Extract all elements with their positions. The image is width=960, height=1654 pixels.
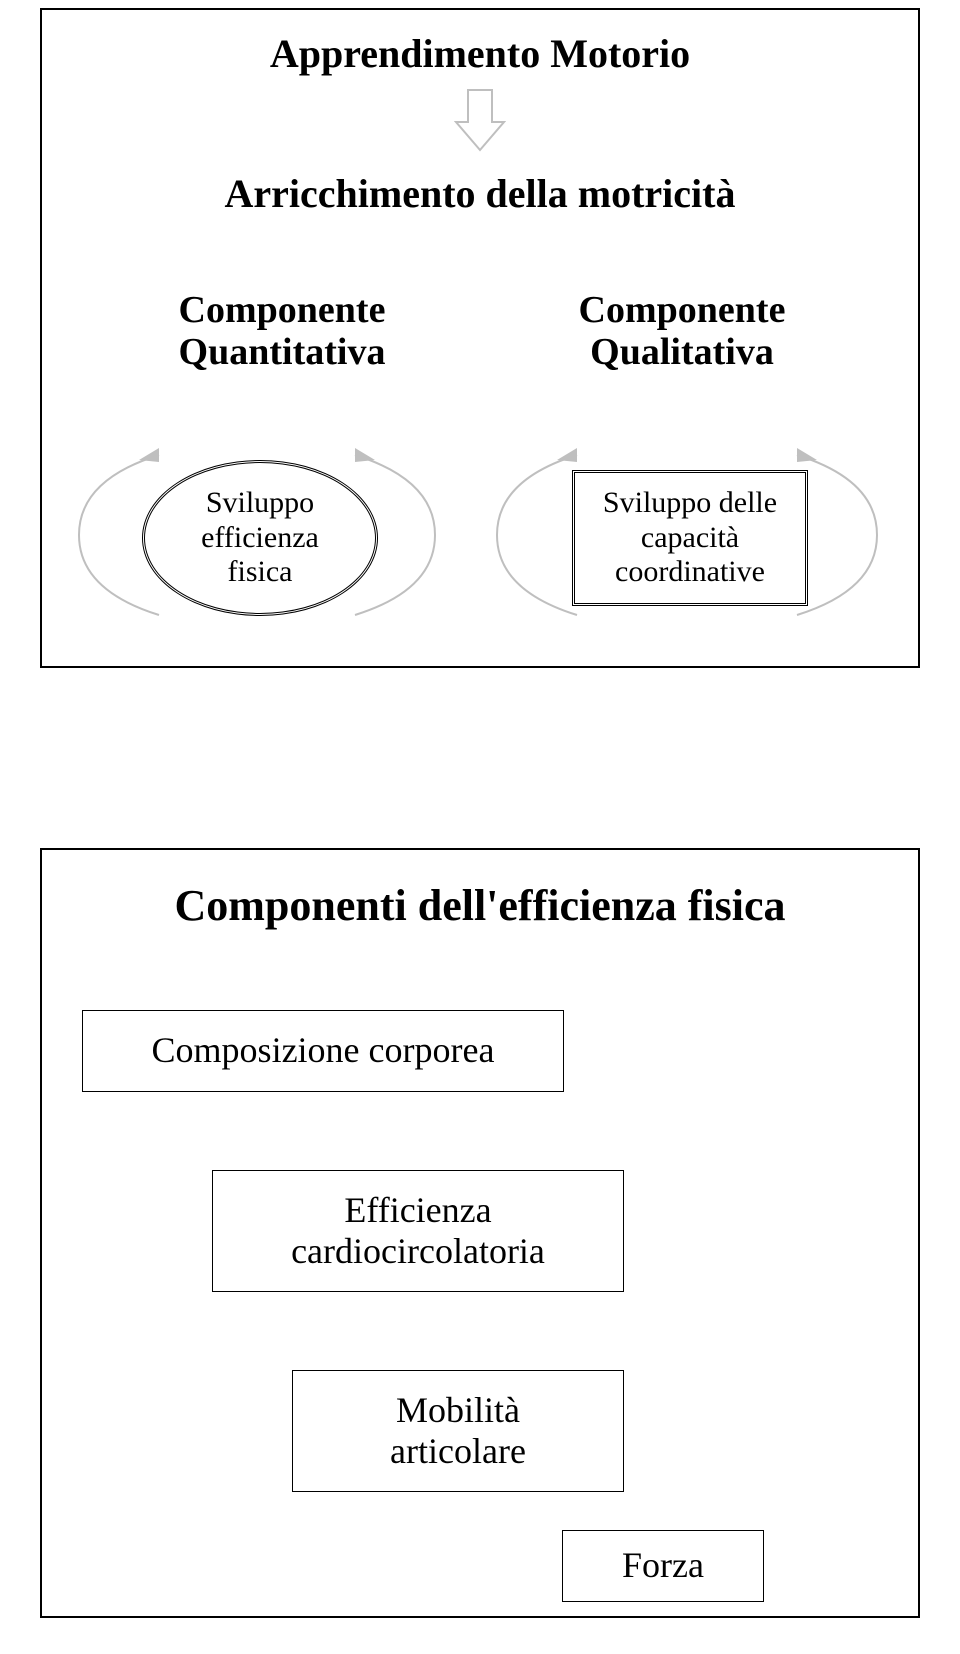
page: Apprendimento Motorio Arricchimento dell… bbox=[0, 0, 960, 1654]
ellipse-l2: efficienza bbox=[201, 521, 319, 554]
panel-componenti-efficienza: Componenti dell'efficienza fisica Compos… bbox=[40, 848, 920, 1618]
box-mob-l1: Mobilità bbox=[396, 1390, 520, 1430]
box-efficienza-cardiocircolatoria: Efficienza cardiocircolatoria bbox=[212, 1170, 624, 1292]
box-forza-text: Forza bbox=[622, 1545, 704, 1585]
panel-apprendimento: Apprendimento Motorio Arricchimento dell… bbox=[40, 8, 920, 668]
rect-l2: capacità bbox=[641, 521, 739, 554]
panel1-title: Apprendimento Motorio bbox=[42, 30, 918, 77]
panel2-title: Componenti dell'efficienza fisica bbox=[42, 880, 918, 931]
rect-l3: coordinative bbox=[615, 555, 765, 588]
ellipse-l1: Sviluppo bbox=[206, 486, 314, 519]
box-composizione-text: Composizione corporea bbox=[152, 1030, 495, 1070]
ellipse-l3: fisica bbox=[228, 555, 293, 588]
heading-quantitativa: Componente Quantitativa bbox=[102, 290, 462, 374]
heading-qual-l2: Qualitativa bbox=[590, 331, 774, 373]
heading-quant-l2: Quantitativa bbox=[179, 331, 386, 373]
box-eff-l2: cardiocircolatoria bbox=[291, 1231, 545, 1271]
heading-qual-l1: Componente bbox=[579, 289, 786, 331]
down-arrow-icon bbox=[454, 88, 506, 154]
node-sviluppo-capacita-coordinative: Sviluppo delle capacità coordinative bbox=[572, 470, 808, 606]
box-composizione-corporea: Composizione corporea bbox=[82, 1010, 564, 1092]
node-sviluppo-efficienza-fisica: Sviluppo efficienza fisica bbox=[142, 460, 378, 616]
box-forza: Forza bbox=[562, 1530, 764, 1602]
heading-qualitativa: Componente Qualitativa bbox=[502, 290, 862, 374]
box-mob-l2: articolare bbox=[390, 1431, 526, 1471]
rect-l1: Sviluppo delle bbox=[603, 486, 777, 519]
box-eff-l1: Efficienza bbox=[344, 1190, 491, 1230]
box-mobilita-articolare: Mobilità articolare bbox=[292, 1370, 624, 1492]
panel1-subtitle: Arricchimento della motricità bbox=[42, 170, 918, 217]
heading-quant-l1: Componente bbox=[179, 289, 386, 331]
